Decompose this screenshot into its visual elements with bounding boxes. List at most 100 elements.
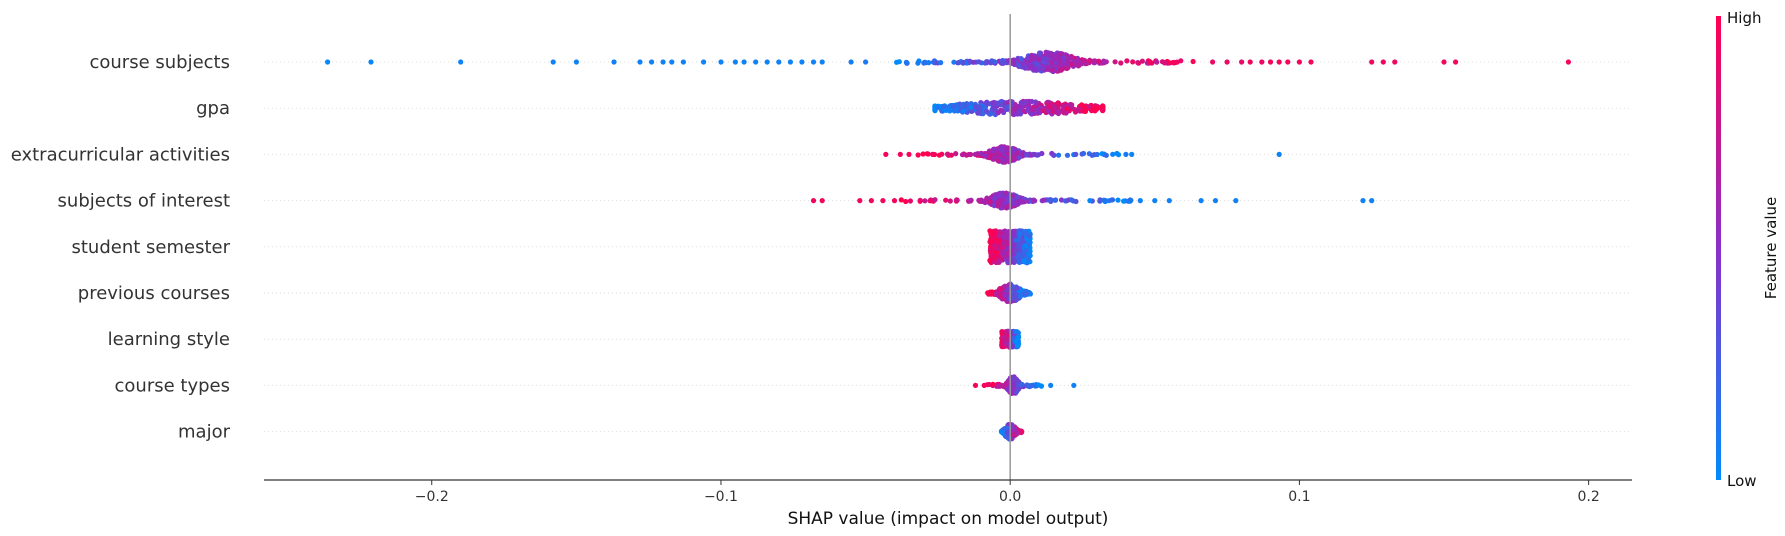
shap-point (999, 329, 1005, 335)
shap-point (1002, 200, 1008, 206)
shap-point (896, 59, 902, 65)
shap-point (967, 198, 974, 204)
shap-point (1027, 291, 1033, 297)
shap-point (932, 197, 938, 203)
shap-point (1012, 248, 1019, 254)
shap-point (955, 60, 961, 66)
shap-point (982, 153, 988, 159)
shap-point (1005, 104, 1011, 110)
shap-point (1010, 427, 1017, 433)
shap-point (1166, 198, 1172, 204)
feature-label: course subjects (89, 52, 230, 73)
shap-point (660, 59, 666, 65)
shap-point (943, 197, 949, 203)
shap-point (637, 59, 643, 65)
shap-point (984, 101, 990, 107)
shap-point (1020, 100, 1026, 107)
shap-point (1360, 198, 1366, 204)
shap-point (1296, 59, 1302, 65)
shap-point (1014, 343, 1020, 349)
shap-point (1123, 151, 1129, 157)
shap-point (1121, 198, 1127, 204)
shap-point (1001, 244, 1007, 250)
shap-point (863, 59, 869, 65)
shap-point (938, 60, 944, 66)
shap-point (1066, 55, 1072, 61)
shap-point (993, 249, 1000, 255)
shap-point (1124, 58, 1130, 64)
shap-point (992, 196, 998, 202)
shap-point (1043, 49, 1049, 55)
shap-point (1018, 381, 1024, 388)
shap-point (799, 59, 805, 65)
shap-point (1041, 197, 1047, 203)
shap-point (1094, 151, 1100, 158)
shap-point (1453, 59, 1459, 65)
feature-label: learning style (108, 329, 230, 350)
x-axis-ticks: −0.2 −0.1 0.0 0.1 0.2 (415, 480, 1600, 505)
shap-point (951, 59, 957, 65)
shap-point (915, 60, 921, 66)
shap-point (915, 152, 921, 158)
shap-point (989, 289, 995, 295)
shap-point (998, 146, 1004, 152)
shap-point (976, 104, 982, 110)
shap-point (954, 197, 960, 203)
shap-point (1087, 58, 1093, 64)
shap-point (991, 148, 997, 154)
shap-point (1016, 62, 1022, 69)
shap-point (1053, 54, 1059, 60)
feature-label: previous courses (78, 283, 230, 304)
shap-point (1565, 59, 1571, 65)
shap-point (1369, 59, 1375, 65)
shap-point (988, 231, 994, 237)
colorbar-gradient (1716, 16, 1721, 480)
shap-point (1031, 67, 1037, 73)
shap-point (984, 108, 990, 114)
shap-point (669, 59, 675, 65)
feature-label: gpa (196, 98, 230, 119)
shap-point (995, 150, 1001, 156)
shap-point (1002, 235, 1008, 241)
shap-point (1004, 379, 1011, 385)
shap-point (611, 59, 617, 65)
shap-point (1015, 335, 1021, 341)
shap-point (1041, 107, 1047, 114)
shap-point (1049, 67, 1055, 73)
shap-point (1010, 196, 1016, 203)
colorbar-low-label: Low (1727, 472, 1757, 490)
shap-point (898, 197, 904, 203)
colorbar-high-label: High (1727, 9, 1761, 27)
shap-point (897, 151, 903, 157)
shap-point (998, 107, 1004, 113)
shap-point (995, 158, 1001, 164)
feature-label: course types (115, 375, 230, 396)
shap-point (1247, 59, 1253, 65)
x-tick-label: −0.1 (704, 489, 738, 505)
shap-point (972, 382, 979, 388)
shap-point (764, 59, 770, 65)
shap-point (1040, 66, 1046, 72)
shap-point (1380, 59, 1386, 65)
shap-point (981, 382, 987, 388)
shap-point (1000, 60, 1007, 66)
shap-point (1369, 198, 1375, 204)
shap-point (939, 151, 945, 157)
shap-point (1048, 52, 1054, 58)
shap-point (1037, 50, 1043, 56)
shap-point (1048, 382, 1054, 388)
shap-point (1055, 100, 1061, 106)
shap-point (968, 101, 974, 107)
shap-point (998, 192, 1004, 198)
shap-point (1064, 105, 1070, 111)
shap-point (1011, 61, 1017, 67)
shap-point (1087, 198, 1093, 204)
shap-point (1025, 107, 1031, 113)
shap-point (1026, 250, 1032, 256)
shap-point (997, 292, 1003, 298)
shap-point (1052, 197, 1058, 203)
shap-point (1029, 98, 1035, 105)
shap-point (903, 59, 910, 65)
shap-point (991, 254, 997, 260)
